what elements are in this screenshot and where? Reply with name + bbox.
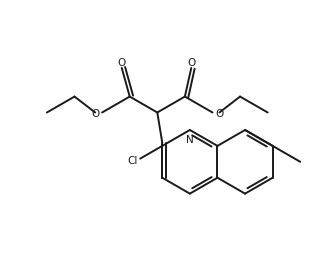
Text: O: O [118, 58, 126, 68]
Text: O: O [91, 109, 99, 119]
Text: Cl: Cl [127, 156, 137, 166]
Text: O: O [187, 58, 196, 68]
Text: N: N [186, 135, 194, 145]
Text: O: O [215, 109, 224, 119]
